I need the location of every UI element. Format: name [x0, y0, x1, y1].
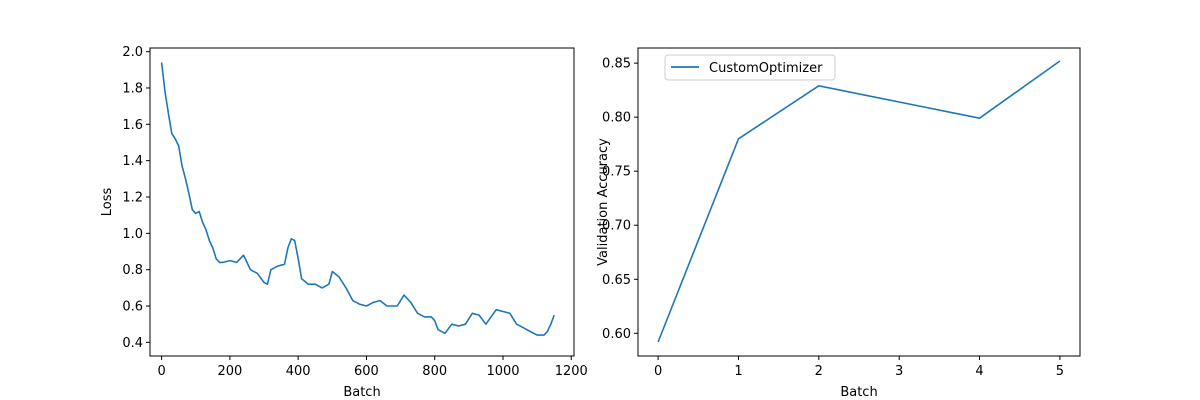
accuracy-axes-frame	[637, 47, 1081, 357]
loss-y-tick-label: 0.8	[122, 263, 143, 278]
accuracy-x-tick-label: 3	[895, 364, 903, 379]
loss-y-tick-label: 1.2	[122, 191, 143, 206]
loss-x-tick-label: 400	[286, 364, 311, 379]
accuracy-line-layer	[657, 60, 1061, 343]
accuracy-y-tick-label: 0.75	[602, 165, 631, 180]
loss-axes-frame	[149, 47, 575, 357]
loss-x-tick-label: 600	[354, 364, 379, 379]
accuracy-y-tick-label: 0.70	[602, 219, 631, 234]
loss-series-line-0	[160, 62, 555, 336]
accuracy-y-tick-label: 0.60	[602, 327, 631, 342]
loss-y-tick-label: 1.4	[122, 154, 143, 169]
accuracy-x-axis-label: Batch	[840, 385, 877, 400]
loss-x-tick-label: 1000	[486, 364, 519, 379]
loss-y-axis-label: Loss	[100, 188, 115, 217]
loss-y-tick-label: 1.6	[122, 118, 143, 133]
accuracy-x-tick-label: 0	[654, 364, 662, 379]
loss-y-tick-label: 0.4	[122, 336, 143, 351]
accuracy-y-tick-label: 0.80	[602, 111, 631, 126]
loss-x-tick-label: 800	[422, 364, 447, 379]
loss-y-tick-label: 0.6	[122, 300, 143, 315]
loss-x-tick-label: 0	[157, 364, 165, 379]
loss-y-tick-label: 2.0	[122, 45, 143, 60]
loss-x-tick-label: 200	[217, 364, 242, 379]
accuracy-y-tick-label: 0.85	[602, 57, 631, 72]
loss-y-tick-label: 1.8	[122, 81, 143, 96]
accuracy-x-tick-label: 2	[815, 364, 823, 379]
accuracy-x-tick-label: 4	[975, 364, 983, 379]
loss-line-layer	[160, 62, 555, 336]
accuracy-y-ticks: 0.60 0.65 0.70 0.75 0.80 0.85	[602, 57, 638, 342]
loss-y-ticks: 0.4 0.6 0.8 1.0 1.2 1.4 1.6 1.8 2.0	[122, 45, 150, 351]
legend: CustomOptimizer	[664, 54, 836, 81]
accuracy-x-tick-label: 5	[1056, 364, 1064, 379]
loss-y-tick-label: 1.0	[122, 227, 143, 242]
legend-box	[664, 54, 836, 81]
loss-panel: 0 200 400 600 800 1000 1200 0.4 0.6 0.8 1.0 1.2 1.4…	[100, 45, 588, 400]
legend-entry-custom-optimizer: CustomOptimizer	[709, 61, 823, 76]
loss-x-axis-label: Batch	[343, 385, 380, 400]
accuracy-y-axis-label: Validation Accuracy	[596, 138, 611, 266]
accuracy-x-tick-label: 1	[734, 364, 742, 379]
accuracy-y-tick-label: 0.65	[602, 273, 631, 288]
accuracy-x-ticks: 0 1 2 3 4 5	[654, 356, 1064, 379]
loss-x-ticks: 0 200 400 600 800 1000 1200	[157, 356, 588, 379]
accuracy-series-line-0	[657, 60, 1061, 343]
loss-x-tick-label: 1200	[555, 364, 588, 379]
accuracy-panel: 0 1 2 3 4 5 0.60 0.65 0.70 0.75 0.80 0.85 Batch Va…	[596, 47, 1081, 400]
